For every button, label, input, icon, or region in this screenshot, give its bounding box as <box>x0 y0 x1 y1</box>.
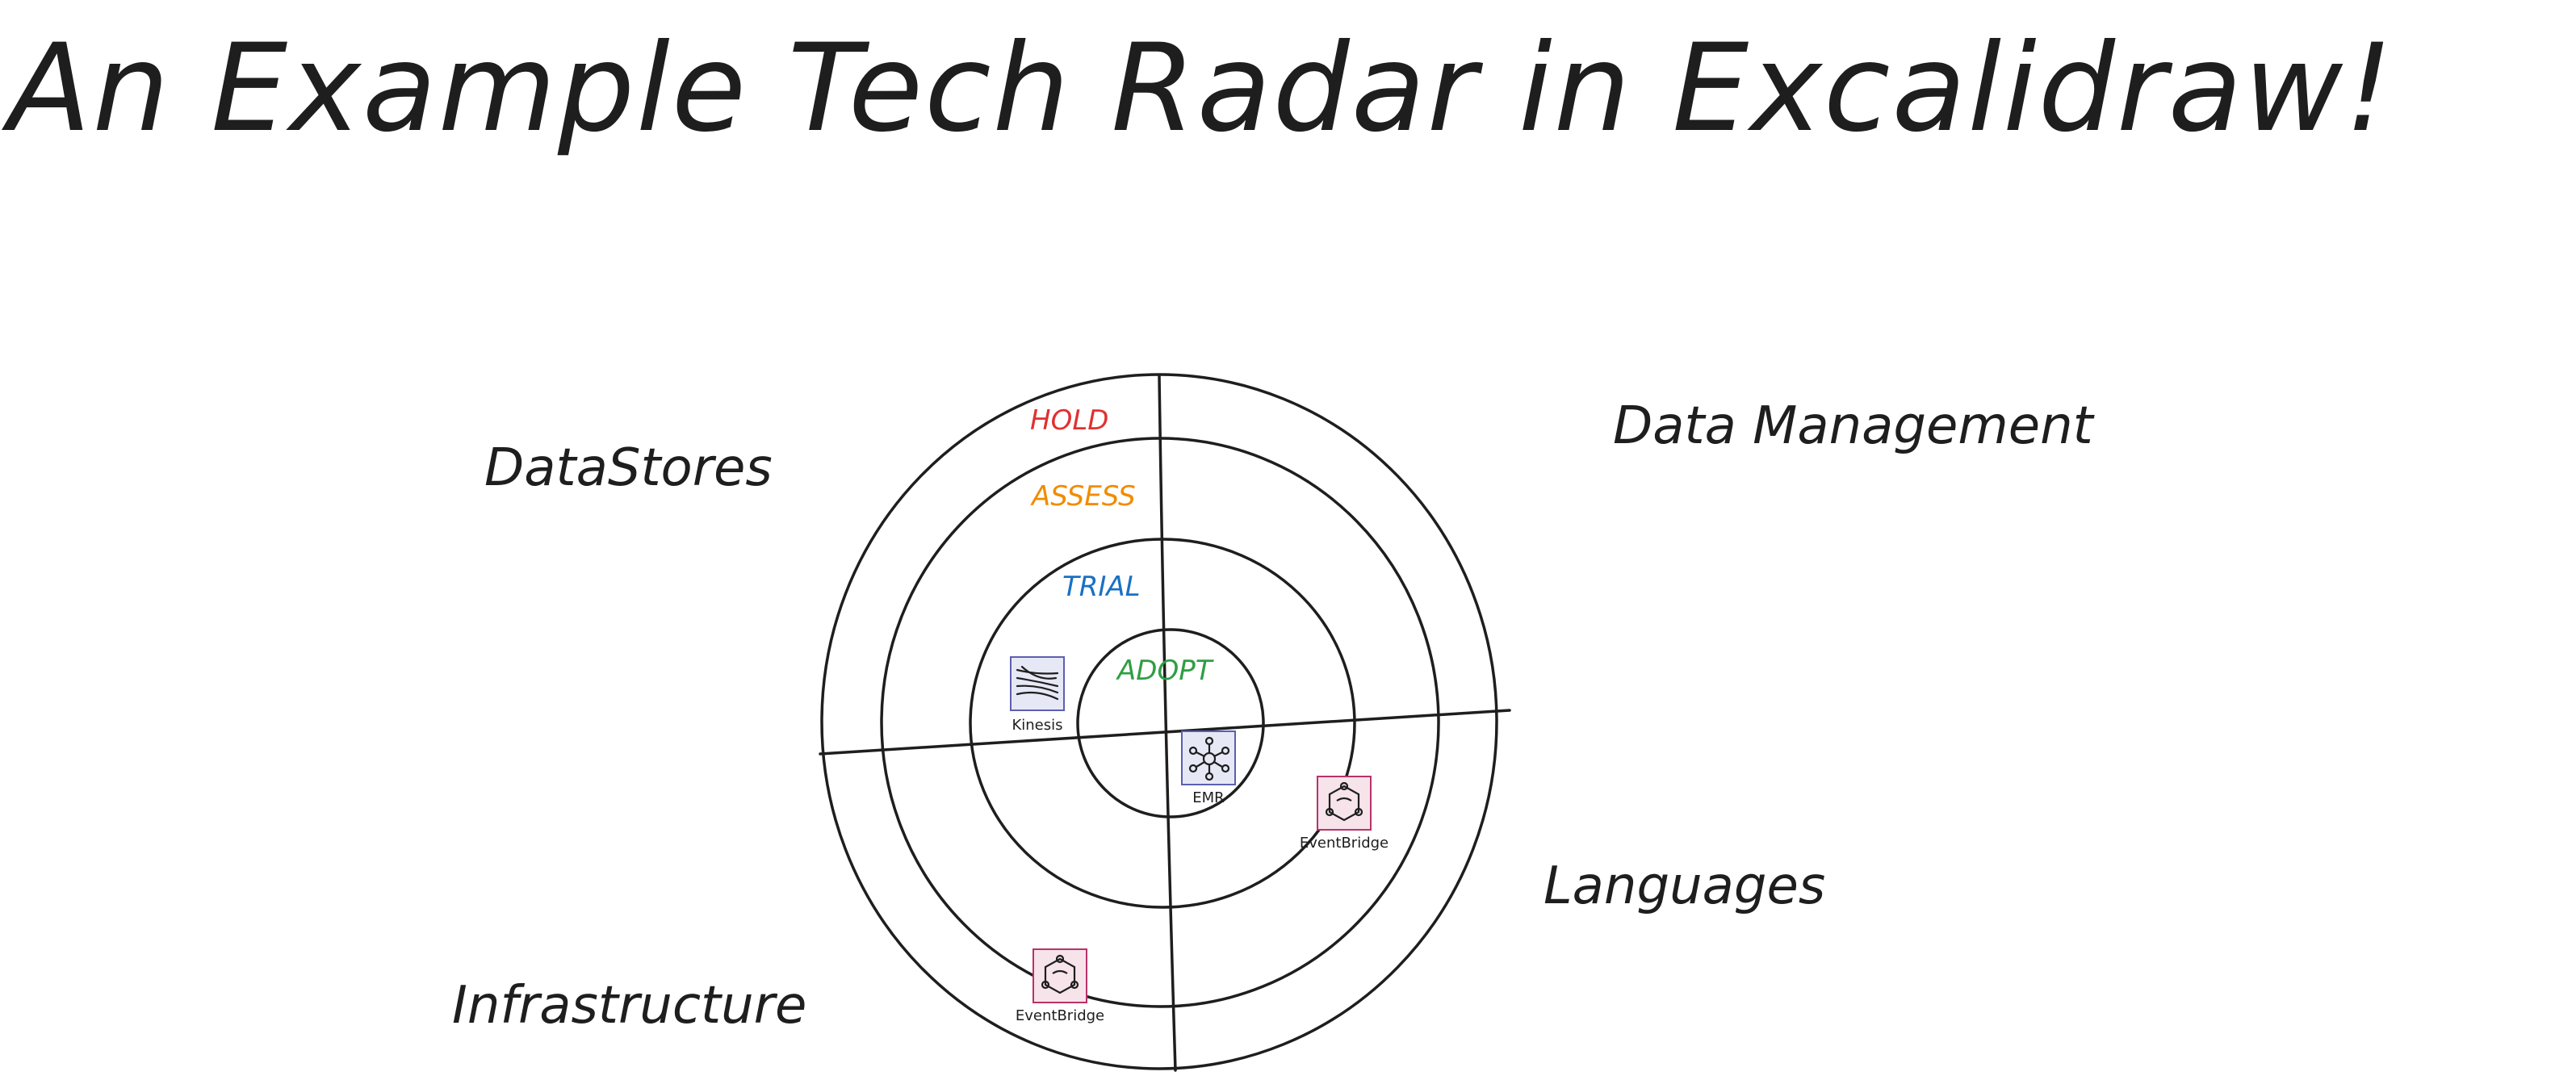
radar-horizontal-axis <box>819 709 1511 756</box>
ring-label-hold: HOLD <box>1030 404 1108 437</box>
item-label-kinesis: Kinesis <box>1012 717 1062 734</box>
radar-ring-hold <box>820 373 1498 1070</box>
radar-item-eventbridge-infrastructure[interactable]: EventBridge <box>1016 948 1104 1024</box>
item-label-eventbridge-languages: EventBridge <box>1300 835 1389 852</box>
item-label-emr: EMR <box>1192 789 1224 806</box>
ring-label-trial: TRIAL <box>1062 571 1141 603</box>
eventbridge-icon <box>1317 776 1372 831</box>
emr-cluster-icon <box>1181 730 1236 785</box>
ring-label-assess: ASSESS <box>1030 480 1136 513</box>
quadrant-label-languages: Languages <box>1544 856 1826 916</box>
ring-label-adopt: ADOPT <box>1116 655 1214 687</box>
radar-vertical-axis <box>1158 375 1177 1072</box>
radar-ring-adopt <box>1076 628 1265 818</box>
kinesis-streams-icon <box>1010 656 1065 711</box>
eventbridge-icon <box>1032 948 1087 1003</box>
quadrant-label-datastores: DataStores <box>484 438 773 498</box>
page-title: An Example Tech Radar in Excalidraw! <box>8 19 2395 159</box>
quadrant-label-infrastructure: Infrastructure <box>452 976 807 1036</box>
radar-item-kinesis[interactable]: Kinesis <box>1010 656 1065 734</box>
quadrant-label-data-management: Data Management <box>1613 396 2093 456</box>
radar-item-eventbridge-languages[interactable]: EventBridge <box>1300 776 1389 852</box>
item-label-eventbridge-infrastructure: EventBridge <box>1016 1007 1104 1024</box>
radar-item-emr[interactable]: EMR <box>1181 730 1236 806</box>
